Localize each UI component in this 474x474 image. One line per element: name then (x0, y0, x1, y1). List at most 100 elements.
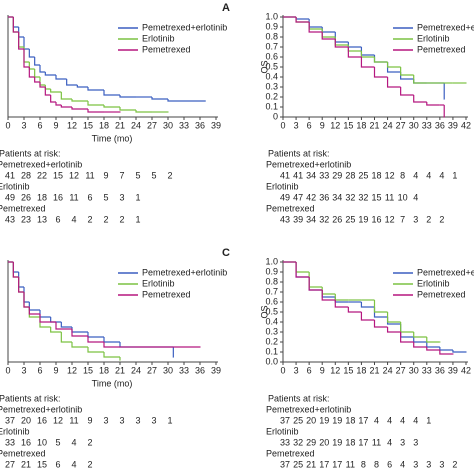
risk-count: 34 (306, 214, 316, 224)
survival-step (39, 82, 46, 88)
risk-group-name: Erlotinib (266, 426, 299, 436)
survival-step (12, 17, 19, 28)
risk-count: 20 (21, 415, 31, 425)
survival-step (400, 332, 414, 343)
survival-step (60, 92, 72, 100)
risk-count: 17 (358, 437, 368, 447)
risk-count: 32 (293, 437, 303, 447)
y-axis-label: OS (259, 305, 269, 318)
risk-count: 26 (332, 214, 342, 224)
risk-count: 12 (385, 214, 395, 224)
survival-step (151, 97, 168, 100)
survival-step (119, 95, 136, 98)
y-tick-label: 1.0 (265, 256, 278, 266)
survival-step (400, 324, 414, 338)
x-tick-label: 12 (67, 365, 77, 375)
risk-count: 4 (413, 170, 418, 180)
risk-count: 34 (332, 192, 342, 202)
risk-group-name: Pemetrexed (266, 203, 315, 213)
survival-step (426, 342, 440, 348)
survival-step (321, 32, 336, 40)
survival-step (413, 342, 427, 348)
risk-count: 3 (439, 459, 444, 469)
x-tick-label: 6 (307, 365, 312, 375)
risk-count: 25 (358, 170, 368, 180)
risk-count: 49 (5, 192, 15, 202)
risk-count: 19 (358, 214, 368, 224)
risk-count: 2 (439, 214, 444, 224)
risk-count: 16 (53, 192, 63, 202)
survival-step (34, 57, 40, 66)
legend-label: Erlotinib (417, 278, 450, 288)
risk-table-title: Patients at risk: (268, 148, 330, 158)
risk-count: 4 (413, 415, 418, 425)
x-tick-label: 33 (179, 365, 189, 375)
risk-count: 18 (37, 192, 47, 202)
survival-step (360, 302, 375, 308)
risk-count: 4 (374, 415, 379, 425)
risk-count: 2 (103, 214, 108, 224)
risk-count: 21 (21, 459, 31, 469)
risk-count: 12 (53, 415, 63, 425)
x-tick-label: 0 (5, 365, 10, 375)
risk-count: 7 (400, 214, 405, 224)
survival-step (55, 75, 67, 80)
survival-step (23, 49, 30, 68)
survival-step (60, 105, 72, 108)
risk-table-title: Patients at risk: (0, 393, 61, 403)
y-tick-label: 0.7 (265, 286, 278, 296)
survival-step (23, 287, 30, 303)
survival-step (334, 294, 349, 301)
risk-count: 1 (135, 192, 140, 202)
survival-step (12, 262, 19, 278)
x-tick-label: 3 (21, 120, 26, 130)
y-tick-label: 0.3 (265, 81, 278, 91)
survival-step (321, 287, 336, 295)
x-tick-label: 6 (37, 120, 42, 130)
risk-count: 4 (71, 437, 76, 447)
survival-step (360, 57, 375, 68)
risk-group-name: Erlotinib (266, 181, 299, 191)
risk-count: 29 (306, 437, 316, 447)
risk-count: 3 (151, 415, 156, 425)
legend-label: Pemetrexed (142, 44, 191, 54)
risk-group-name: Pemetrexed (0, 448, 46, 458)
x-tick-label: 30 (409, 120, 419, 130)
risk-count: 41 (293, 170, 303, 180)
risk-count: 29 (332, 170, 342, 180)
risk-count: 33 (319, 170, 329, 180)
x-tick-label: 30 (163, 365, 173, 375)
risk-count: 7 (119, 170, 124, 180)
survival-step (12, 17, 19, 33)
risk-count: 8 (374, 459, 379, 469)
x-tick-label: 12 (330, 365, 340, 375)
survival-step (135, 110, 152, 113)
survival-step (50, 327, 62, 333)
risk-count: 23 (21, 214, 31, 224)
survival-step (443, 105, 445, 118)
x-tick-label: 39 (448, 365, 458, 375)
survival-step (295, 17, 310, 20)
legend-label: Pemetrexed+erlotinib (142, 22, 227, 32)
survival-step (334, 37, 349, 46)
survival-step (426, 337, 440, 343)
x-tick-label: 9 (53, 365, 58, 375)
risk-count: 41 (280, 170, 290, 180)
survival-step (39, 310, 51, 318)
survival-step (18, 272, 24, 288)
y-tick-label: 0.9 (265, 266, 278, 276)
risk-count: 18 (345, 437, 355, 447)
risk-count: 11 (69, 192, 78, 202)
survival-step (50, 317, 62, 323)
y-tick-label: 0.1 (265, 346, 278, 356)
x-tick-label: 24 (383, 365, 393, 375)
legend-label: Erlotinib (417, 33, 450, 43)
risk-count: 20 (306, 415, 316, 425)
survival-step (373, 67, 388, 78)
survival-step (386, 327, 401, 333)
risk-count: 41 (5, 170, 15, 180)
survival-step (321, 290, 336, 301)
x-axis-label: Time (mo) (92, 133, 133, 143)
risk-group-name: Pemetrexed+erlotinib (0, 159, 82, 169)
risk-group-name: Pemetrexed (0, 203, 46, 213)
